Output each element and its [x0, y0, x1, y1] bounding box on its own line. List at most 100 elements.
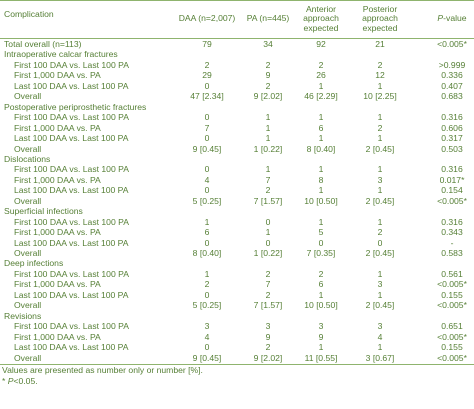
cell: 0.343 [441, 227, 463, 238]
footnote: * P<0.05. [2, 376, 38, 386]
cell: 2 [265, 342, 271, 353]
row-label: Overall [14, 195, 42, 206]
cell: 5 [318, 227, 324, 238]
cell: 0 [204, 185, 210, 196]
header-text: PA (n=445) [246, 13, 290, 24]
cell: 1 [204, 216, 210, 227]
cell: 2 [377, 59, 383, 70]
cell: 1 [318, 289, 324, 300]
cell: 1 [377, 289, 383, 300]
cell: 0.583 [441, 248, 463, 258]
cell: 11 [0.55] [304, 352, 338, 363]
cell: 2 [265, 59, 271, 70]
cell: 2 [265, 268, 271, 279]
cell: 1 [377, 216, 383, 227]
cell: 10 [0.50] [304, 300, 338, 311]
header-cell: Posterior approach expected [354, 0, 406, 38]
cell: 0.683 [441, 91, 463, 102]
cell: 0.154 [441, 185, 463, 196]
cell: 6 [318, 279, 324, 290]
cell: 7 [1.57] [253, 195, 283, 206]
cell: 7 [265, 174, 271, 185]
cell: 9 [0.45] [192, 352, 222, 363]
row-label: First 100 DAA vs. Last 100 PA [14, 321, 129, 332]
cell: 3 [377, 279, 383, 290]
cell: 1 [377, 185, 383, 196]
bottom-rule [0, 363, 474, 365]
cell: 4 [204, 174, 210, 185]
cell: 3 [0.67] [365, 352, 395, 363]
cell: 0 [204, 342, 210, 353]
cell: 0 [204, 80, 210, 91]
cell: 1 [0.22] [253, 248, 283, 258]
row-label: Last 100 DAA vs. Last 100 PA [14, 80, 129, 91]
cell: <0.005* [437, 352, 467, 363]
cell: 3 [318, 321, 324, 332]
cell: <0.005* [437, 279, 467, 290]
cell: 0 [204, 164, 210, 175]
row-label: Overall [14, 300, 42, 311]
header-cell: P-value [427, 0, 474, 38]
cell: 1 [377, 133, 383, 144]
header-cell: Anterior approach expected [295, 0, 347, 38]
cell: 6 [318, 122, 324, 133]
cell: - [450, 237, 454, 248]
cell: 2 [265, 80, 271, 91]
italic-p: P [437, 13, 444, 24]
cell: 8 [318, 174, 324, 185]
cell: 0 [265, 216, 271, 227]
cell: 0.606 [441, 122, 463, 133]
row-label: Last 100 DAA vs. Last 100 PA [14, 289, 129, 300]
cell: 0 [204, 133, 210, 144]
cell: 2 [0.45] [365, 143, 395, 154]
row-label: First 100 DAA vs. Last 100 PA [14, 112, 129, 123]
top-rule [0, 0, 474, 1]
cell: 3 [204, 321, 210, 332]
row-label: Overall [14, 91, 42, 102]
footnote-mark: * [2, 375, 6, 386]
cell: 4 [377, 331, 383, 342]
row-label: First 1,000 DAA vs. PA [14, 331, 101, 342]
cell: 0.503 [441, 143, 463, 154]
row-label: Last 100 DAA vs. Last 100 PA [14, 133, 129, 144]
cell: 0 [265, 237, 271, 248]
cell: 10 [2.25] [363, 91, 397, 102]
cell: 9 [318, 331, 324, 342]
row-label: First 1,000 DAA vs. PA [14, 279, 101, 290]
cell: 4 [204, 331, 210, 342]
cell: 8 [0.40] [192, 248, 222, 258]
header-cell: PA (n=445) [243, 0, 293, 38]
cell: 1 [377, 80, 383, 91]
row-label: Last 100 DAA vs. Last 100 PA [14, 237, 129, 248]
cell: 6 [204, 227, 210, 238]
cell: 0.155 [441, 342, 463, 353]
footnote: Values are presented as number only or n… [2, 364, 203, 375]
cell: 1 [265, 122, 271, 133]
row-label: First 100 DAA vs. Last 100 PA [14, 268, 129, 279]
cell: 1 [204, 268, 210, 279]
cell: <0.005* [437, 39, 467, 49]
row-label: First 100 DAA vs. Last 100 PA [14, 164, 129, 175]
header-text: Posterior approach expected [362, 3, 398, 33]
cell: 1 [318, 80, 324, 91]
row-label: Deep infections [4, 258, 64, 269]
cell: 92 [316, 39, 326, 49]
row-label: Last 100 DAA vs. Last 100 PA [14, 185, 129, 196]
cell: 0.651 [441, 321, 463, 332]
cell: 46 [2.29] [304, 91, 338, 102]
cell: 0 [204, 289, 210, 300]
header-text: DAA (n=2,007) [178, 13, 236, 24]
cell: 1 [318, 185, 324, 196]
row-label: Intraoperative calcar fractures [4, 49, 118, 60]
cell: <0.005* [437, 300, 467, 311]
row-label: Overall [14, 352, 42, 363]
cell: 2 [0.45] [365, 300, 395, 311]
row-label: First 1,000 DAA vs. PA [14, 227, 101, 238]
cell: 9 [265, 70, 271, 81]
row-label: Last 100 DAA vs. Last 100 PA [14, 342, 129, 353]
header-text: P-value [437, 13, 466, 24]
row-label: First 100 DAA vs. Last 100 PA [14, 59, 129, 70]
footnote-text: <0.05. [13, 375, 38, 386]
cell: 1 [0.22] [253, 143, 283, 154]
